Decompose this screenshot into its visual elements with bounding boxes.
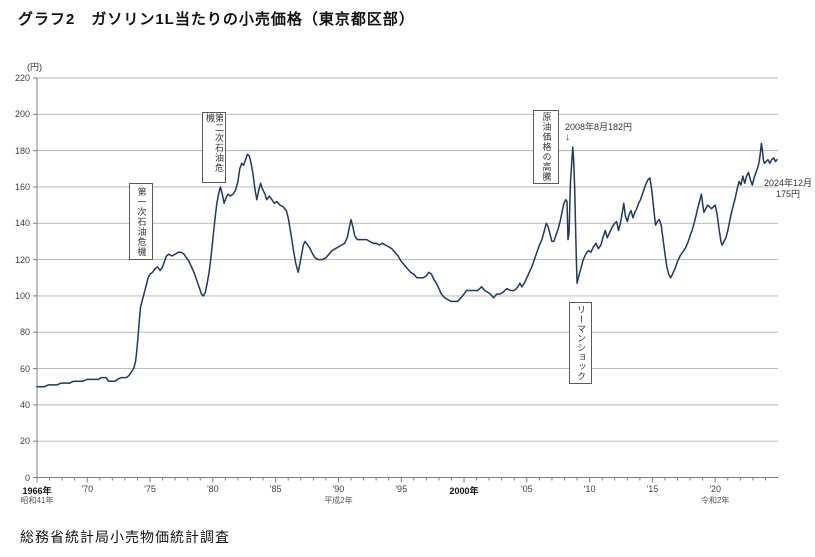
annotation-box-second-oil-crisis: 第二次石油危機 bbox=[202, 112, 226, 183]
annotation-2024-date: 2024年12月 bbox=[763, 178, 812, 188]
source-note: 総務省統計局小売物価統計調査 bbox=[20, 529, 230, 545]
annotation-2024-price: 175円 bbox=[775, 189, 800, 200]
annotation-2024-latest: 2024年12月 175円 bbox=[742, 178, 812, 201]
price-line bbox=[36, 142, 778, 388]
annotation-2008-peak-text: 2008年8月182円 bbox=[565, 122, 633, 132]
annotation-box-crude-oil-surge: 原油価格の高騰 bbox=[533, 110, 559, 184]
annotation-box-first-oil-crisis: 第一次石油危機 bbox=[129, 183, 153, 260]
down-arrow-icon: ↓ bbox=[565, 131, 570, 143]
annotation-box-lehman-shock: リーマンショック bbox=[569, 302, 592, 384]
y-axis-unit-label: (円) bbox=[27, 62, 42, 72]
page-title: グラフ2 ガソリン1L当たりの小売価格（東京都区部） bbox=[18, 11, 415, 28]
annotation-2008-peak: 2008年8月182円 ↓ bbox=[565, 122, 632, 143]
